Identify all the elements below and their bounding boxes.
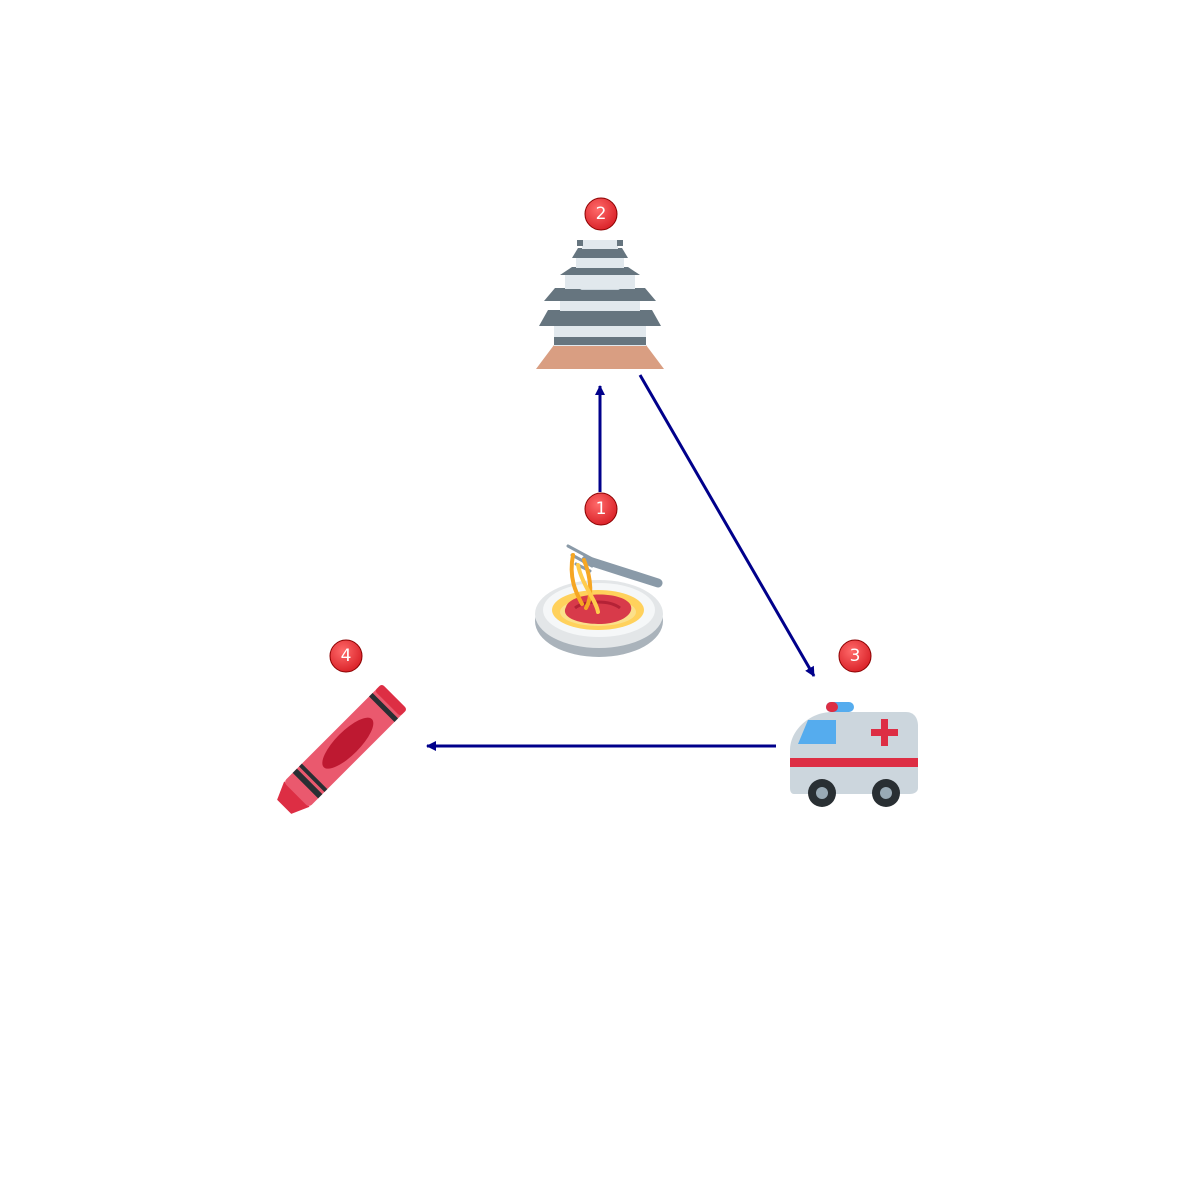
edges: [426, 374, 816, 751]
japanese-castle-icon: [536, 240, 664, 369]
node-2: 2: [536, 197, 664, 369]
edge-2-to-3: [638, 374, 816, 677]
crayon-icon: [277, 685, 406, 814]
badge-4: [329, 639, 363, 673]
badge-1: [584, 492, 618, 526]
badge-4-label: 4: [341, 646, 352, 666]
node-4: 4: [277, 639, 406, 814]
badge-3: [838, 639, 872, 673]
ambulance-icon: [790, 702, 918, 807]
badge-2-label: 2: [596, 204, 607, 224]
node-1: 1: [535, 492, 663, 657]
node-3: 3: [790, 639, 918, 807]
badge-2: [584, 197, 618, 231]
badge-3-label: 3: [850, 646, 861, 666]
spaghetti-icon: [535, 544, 663, 657]
badge-1-label: 1: [596, 499, 607, 519]
